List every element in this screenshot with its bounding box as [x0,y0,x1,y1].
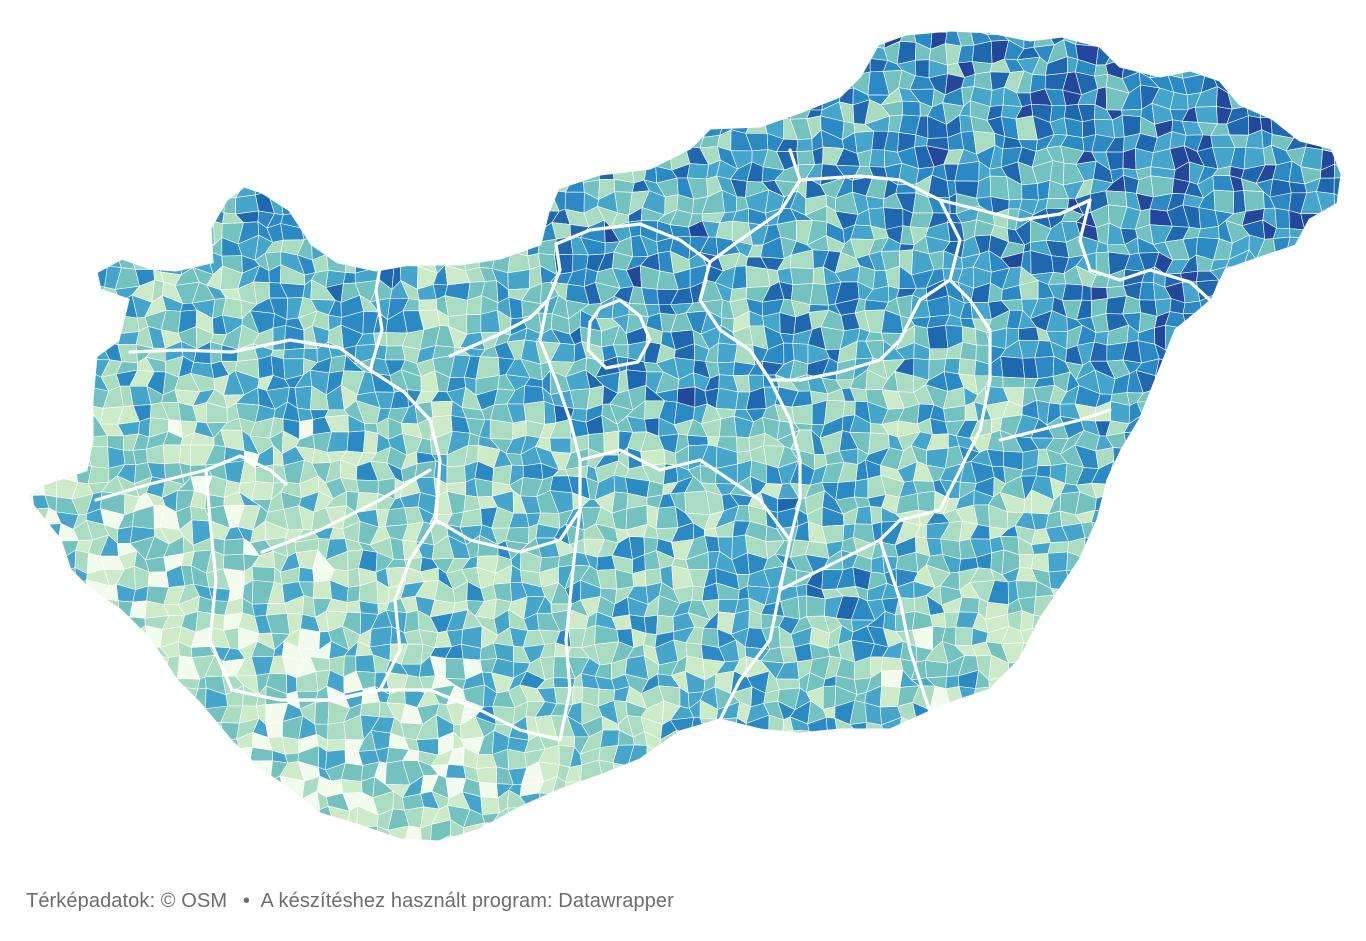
map-footer: Térképadatok: © OSM • A készítéshez hasz… [26,890,674,913]
county-border [230,688,562,742]
map-data-credit: Térképadatok: © OSM [26,890,228,912]
county-border [204,468,234,692]
county-border [434,508,582,554]
footer-separator: • [242,890,250,912]
county-border [1078,198,1212,302]
county-border [998,408,1112,442]
county-border [708,148,802,264]
county-border [128,338,372,372]
county-border [578,448,792,542]
county-border [260,468,432,554]
county-border [798,174,1092,222]
hungary-settlement-map [24,28,1344,844]
county-border [94,454,288,502]
county-border [768,198,962,382]
choropleth-map [24,28,1344,844]
county-border [448,242,562,358]
county-border [778,428,982,592]
county-border [368,266,384,372]
county-border [948,278,992,432]
county-border [718,538,792,722]
county-border [878,538,932,714]
county-border [538,298,582,742]
county-border [554,222,712,264]
county-border [586,298,652,370]
tool-credit: A készítéshez használt program: Datawrap… [260,890,674,912]
county-borders [94,148,1212,742]
